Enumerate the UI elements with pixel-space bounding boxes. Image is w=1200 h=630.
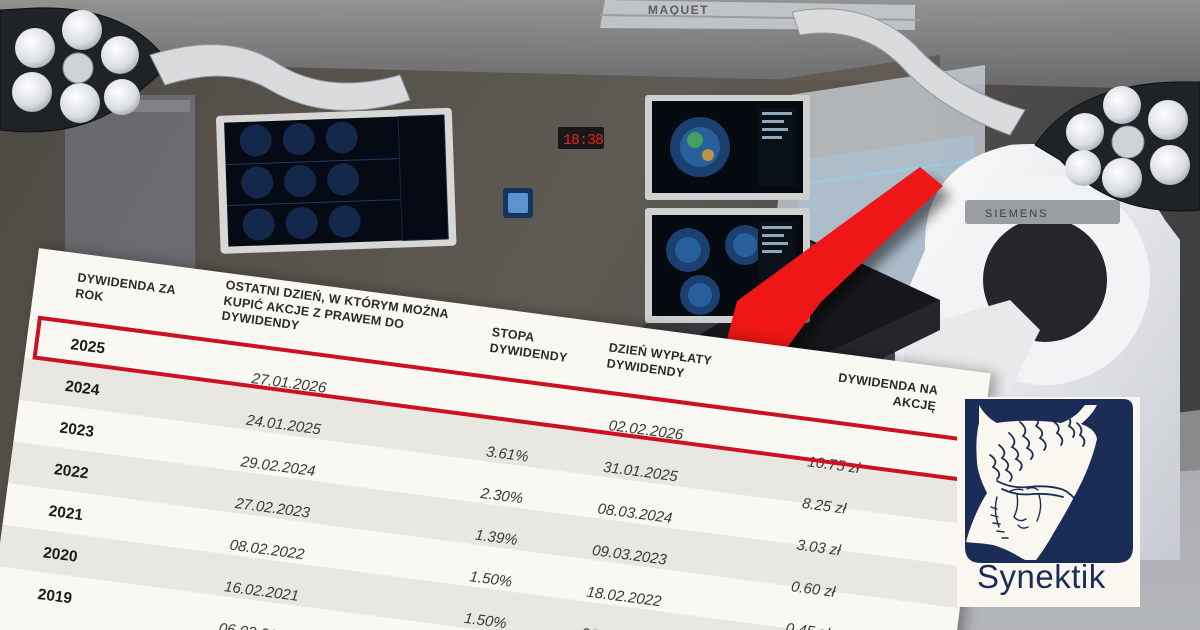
svg-text:18:38: 18:38 (563, 132, 604, 149)
svg-text:Synektik: Synektik (977, 558, 1106, 595)
svg-text:SIEMENS: SIEMENS (985, 208, 1049, 220)
